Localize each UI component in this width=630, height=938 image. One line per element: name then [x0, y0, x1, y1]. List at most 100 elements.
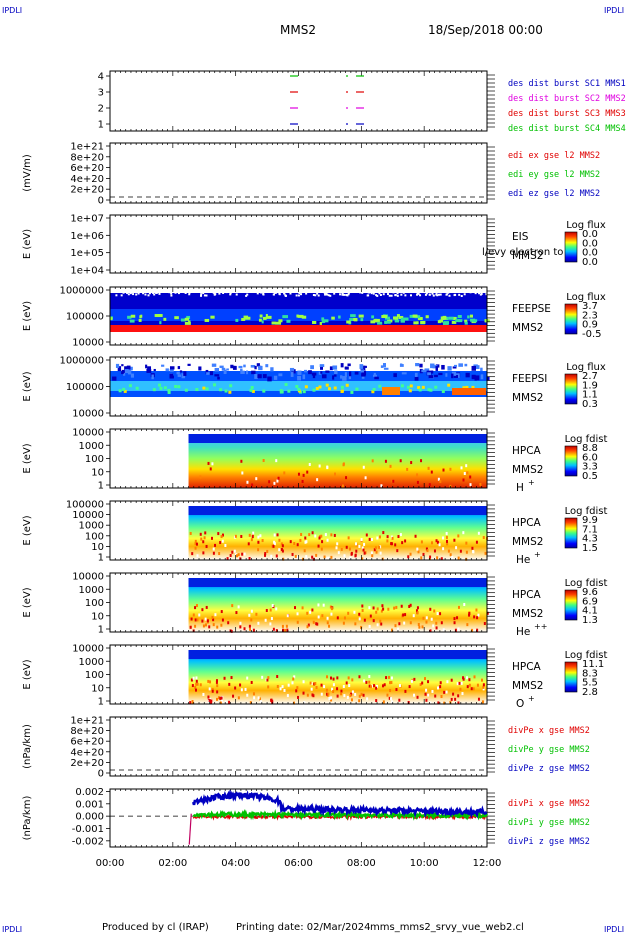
spec-pixel [318, 464, 321, 468]
spec-pixel [416, 547, 419, 551]
spec-pixel [323, 319, 329, 323]
colorbar-tick: 8.8 [582, 443, 598, 454]
spec-pixel [177, 385, 181, 389]
spec-pixel [452, 388, 486, 395]
spec-pixel [328, 557, 331, 561]
spec-pixel [129, 366, 133, 371]
spec-pixel [235, 611, 238, 615]
spec-pixel [375, 684, 378, 688]
spec-pixel [273, 375, 278, 380]
spacecraft-label: MMS2 [512, 680, 543, 692]
spec-pixel [416, 293, 419, 296]
spec-pixel [485, 293, 488, 296]
spec-pixel [295, 689, 298, 693]
spec-pixel [326, 675, 329, 679]
spec-pixel [416, 473, 419, 477]
spec-pixel [351, 690, 354, 694]
spec-pixel [361, 546, 364, 550]
species-label: H [516, 482, 524, 494]
colorbar-title: Log flux [566, 220, 606, 231]
spec-pixel [126, 365, 131, 370]
spec-pixel [214, 374, 220, 377]
spec-pixel [158, 383, 162, 387]
y-tick-label: 1 [98, 481, 104, 492]
spec-pixel [472, 550, 475, 554]
spec-pixel [397, 627, 400, 631]
spec-pixel [453, 374, 459, 378]
spec-pixel [202, 551, 205, 555]
spec-pixel [469, 483, 472, 487]
spec-pixel [239, 683, 242, 687]
panels-group: 4 3 2 1 des dist burst SC1 MMS1 des dist burs… [22, 70, 626, 848]
spec-band [188, 434, 487, 443]
y-tick-label: 10 [91, 683, 104, 694]
spec-pixel [434, 694, 437, 698]
spec-pixel [375, 699, 378, 703]
spec-pixel [239, 625, 242, 629]
spec-pixel [223, 676, 226, 680]
spec-pixel [409, 552, 412, 556]
spec-pixel [458, 293, 461, 296]
spec-pixel [392, 479, 395, 483]
spec-pixel [460, 294, 463, 297]
spec-pixel [380, 609, 383, 613]
spec-pixel [127, 315, 132, 319]
spec-pixel [476, 616, 479, 620]
spec-band [110, 381, 487, 391]
spec-pixel [205, 369, 209, 375]
spec-pixel [454, 364, 457, 367]
spec-pixel [413, 677, 416, 681]
spec-pixel [440, 557, 443, 561]
spec-pixel [335, 546, 338, 550]
colorbar [564, 589, 578, 621]
species-charge: + [528, 478, 535, 487]
colorbar-tick: 1.9 [582, 380, 598, 391]
spec-pixel [270, 698, 273, 702]
spec-pixel [289, 540, 292, 544]
spec-pixel [260, 291, 263, 294]
spec-pixel [322, 603, 325, 607]
spec-pixel [217, 696, 220, 700]
spec-pixel [420, 320, 426, 324]
spec-pixel [248, 613, 251, 617]
spec-pixel [429, 629, 432, 633]
spec-pixel [379, 619, 382, 623]
spec-pixel [190, 617, 193, 621]
spec-pixel [358, 699, 361, 703]
spec-pixel [394, 624, 397, 628]
spec-pixel [433, 549, 436, 553]
spec-pixel [145, 364, 148, 369]
y-tick-label: 1e+21 [70, 716, 104, 727]
spec-pixel [170, 292, 173, 295]
y-tick-label: 100000 [66, 312, 104, 323]
spec-pixel [399, 364, 404, 367]
spec-pixel [278, 548, 281, 552]
spec-pixel [435, 539, 438, 543]
colorbar-tick: -0.5 [582, 329, 602, 340]
colorbar-tick: 0.3 [582, 399, 598, 410]
spec-pixel [293, 542, 296, 546]
spec-pixel [277, 476, 280, 480]
spec-pixel [262, 374, 267, 379]
spec-pixel [465, 464, 468, 468]
spec-pixel [396, 294, 399, 297]
spec-pixel [296, 314, 299, 318]
spec-pixel [239, 557, 242, 561]
spec-pixel [295, 384, 299, 388]
spec-pixel [432, 365, 438, 369]
spec-pixel [177, 366, 181, 370]
spec-pixel [202, 624, 205, 628]
y-tick-label: 4e+20 [70, 747, 104, 758]
spec-pixel [358, 617, 361, 621]
panel-eis: l/evy electron to 1e+07 1e+06 1e+05 1e+04 E (… [22, 214, 606, 277]
spec-pixel [448, 316, 454, 320]
spec-pixel [437, 701, 440, 705]
spec-pixel [350, 698, 353, 702]
colorbar-tick: 6.0 [582, 452, 598, 463]
spec-pixel [483, 622, 486, 626]
spec-pixel [259, 697, 262, 701]
spec-pixel [404, 294, 407, 297]
spec-pixel [297, 472, 300, 476]
panel-feepse: 1000000 100000 10000 E (eV) FEEPSE MMS2 Log fl… [22, 286, 606, 349]
